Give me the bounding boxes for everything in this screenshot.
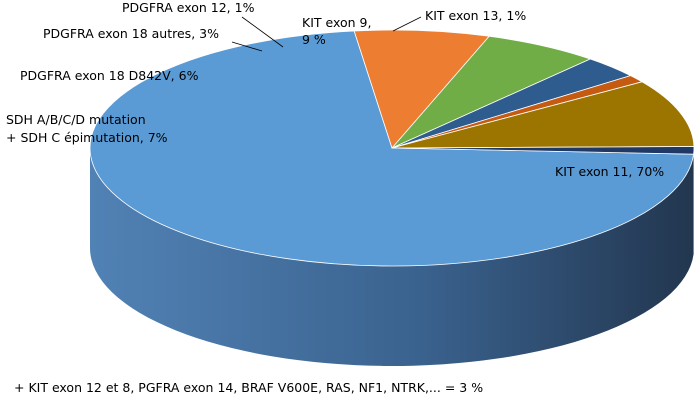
slice-label-6: KIT exon 13, 1%	[425, 8, 526, 23]
slice-6	[391, 146, 695, 155]
pie-sides	[90, 148, 694, 367]
slice-label-4-line-0: PDGFRA exon 12, 1%	[122, 0, 255, 15]
slice-label-3: PDGFRA exon 18 autres, 3%	[43, 26, 219, 41]
slice-labels: KIT exon 11, 70% SDH A/B/C/D mutation + SD…	[6, 0, 664, 179]
slice-label-1-line-0: SDH A/B/C/D mutation	[6, 112, 146, 127]
slice-side-0	[90, 148, 694, 367]
footnote: + KIT exon 12 et 8, PGFRA exon 14, BRAF …	[14, 380, 484, 395]
slice-label-0: KIT exon 11, 70%	[555, 164, 664, 179]
slice-label-6-line-0: KIT exon 13, 1%	[425, 8, 526, 23]
slice-label-4: PDGFRA exon 12, 1%	[122, 0, 255, 15]
slice-label-1: SDH A/B/C/D mutation + SDH C épimutation,…	[6, 112, 168, 145]
leader-line-6	[392, 16, 422, 32]
leader-lines	[231, 16, 422, 52]
slice-label-3-line-0: PDGFRA exon 18 autres, 3%	[43, 26, 219, 41]
pie-slices	[89, 29, 695, 267]
slice-2	[391, 35, 591, 149]
slice-label-5: KIT exon 9, 9 %	[302, 15, 371, 47]
slice-label-5-line-0: KIT exon 9,	[302, 15, 371, 30]
slice-5	[391, 81, 695, 149]
leader-line-4	[241, 16, 284, 48]
slice-label-5-line-1: 9 %	[302, 32, 326, 47]
slice-1	[353, 29, 490, 149]
slice-label-0-line-0: KIT exon 11, 70%	[555, 164, 664, 179]
slice-label-1-line-1: + SDH C épimutation, 7%	[6, 130, 168, 145]
slice-label-2-line-0: PDGFRA exon 18 D842V, 6%	[20, 68, 199, 83]
slice-0	[89, 30, 694, 267]
leader-line-3	[231, 41, 263, 52]
slice-label-2: PDGFRA exon 18 D842V, 6%	[20, 68, 199, 83]
